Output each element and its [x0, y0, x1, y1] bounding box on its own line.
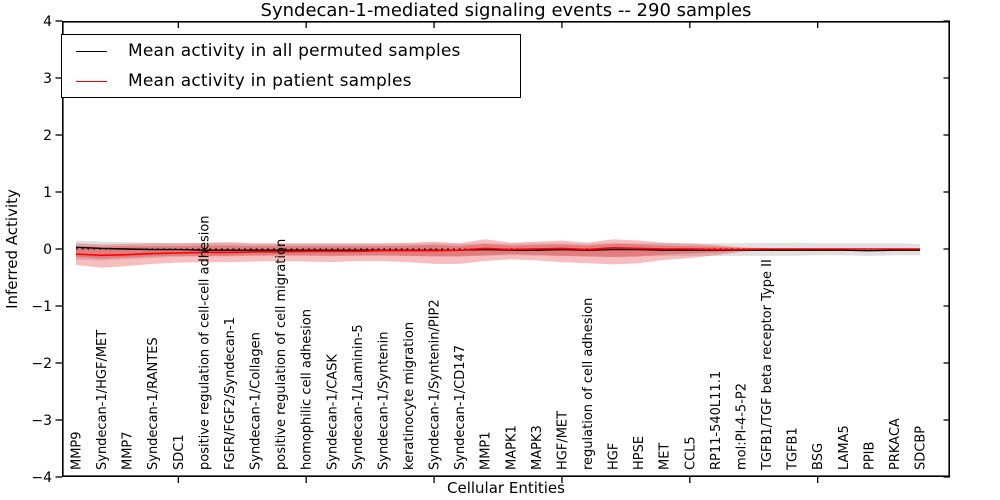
legend-item-permuted: Mean activity in all permuted samples	[62, 37, 520, 65]
legend: Mean activity in all permuted samples Me…	[61, 34, 521, 98]
legend-label: Mean activity in patient samples	[128, 71, 412, 91]
x-tick-label: Syndecan-1/RANTES	[146, 337, 161, 470]
y-tick-label: 4	[43, 14, 52, 30]
x-tick-label: RP11-540L11.1	[709, 371, 724, 470]
patient-line-swatch	[76, 80, 107, 82]
x-tick-label: HGF	[607, 443, 622, 470]
x-tick-label: MET	[658, 443, 673, 470]
x-tick-label: MAPK3	[530, 425, 545, 470]
x-tick-label: positive regulation of cell-cell adhesio…	[197, 215, 212, 470]
y-tick-label: 3	[43, 71, 52, 87]
x-tick-label: PRKACA	[888, 418, 903, 470]
mean-activity-in-all-permuted-samples-line	[75, 246, 920, 252]
x-tick-label: regulation of cell adhesion	[581, 298, 596, 470]
x-tick-label: Syndecan-1/Laminin-5	[351, 324, 366, 470]
patient-samples-envelope-outer-band	[76, 239, 767, 268]
y-tick-label: −4	[31, 470, 52, 486]
y-tick-label: 2	[43, 128, 52, 144]
y-tick-label: −3	[31, 413, 52, 429]
x-tick-label: Syndecan-1/HGF/MET	[95, 330, 110, 470]
x-tick-label: TGFB1	[786, 427, 801, 471]
x-tick-label: SDCBP	[914, 426, 929, 470]
y-axis-label: Inferred Activity	[3, 189, 21, 309]
x-tick-label: Syndecan-1/CASK	[325, 354, 340, 470]
x-tick-label: keratinocyte migration	[402, 322, 417, 470]
x-tick-label: MMP7	[121, 431, 136, 470]
chart-title: Syndecan-1-mediated signaling events -- …	[260, 0, 752, 21]
x-tick-label: MMP9	[70, 431, 85, 470]
x-tick-label: positive regulation of cell migration	[274, 239, 289, 470]
x-tick-label: PPIB	[862, 442, 877, 470]
x-tick-label: homophilic cell adhesion	[300, 309, 315, 470]
x-tick-label: BSG	[811, 443, 826, 470]
x-tick-label: SDC1	[172, 434, 187, 470]
y-tick-label: 1	[43, 185, 52, 201]
permuted-line-swatch	[76, 50, 107, 52]
axes-spines	[61, 20, 951, 477]
x-tick-label: TGFB1/TGF beta receptor Type II	[760, 259, 775, 471]
x-tick-label: MAPK1	[504, 425, 519, 470]
x-tick-label: Syndecan-1/Collagen	[249, 332, 264, 470]
x-tick-label: Syndecan-1/CD147	[453, 345, 468, 470]
x-axis-label: Cellular Entities	[447, 479, 565, 497]
x-tick-label: LAMA5	[837, 425, 852, 470]
x-tick-label: Syndecan-1/Syntenin/PIP2	[428, 299, 443, 470]
legend-label: Mean activity in all permuted samples	[128, 41, 461, 61]
y-tick-label: 0	[43, 242, 52, 258]
x-tick-label: HGF/MET	[555, 411, 570, 470]
x-tick-label: mol:PI-4-5-P2	[734, 383, 749, 470]
legend-item-patient: Mean activity in patient samples	[62, 67, 520, 95]
x-tick-label: CCL5	[683, 436, 698, 470]
x-tick-label: MMP1	[479, 431, 494, 470]
y-tick-label: −2	[31, 356, 52, 372]
mean-activity-in-patient-samples-line	[75, 247, 920, 257]
x-tick-label: FGFR/FGF2/Syndecan-1	[223, 317, 238, 470]
x-tick-label: Syndecan-1/Syntenin	[376, 332, 391, 471]
y-tick-label: −1	[31, 299, 52, 315]
x-tick-label: HPSE	[632, 436, 647, 470]
